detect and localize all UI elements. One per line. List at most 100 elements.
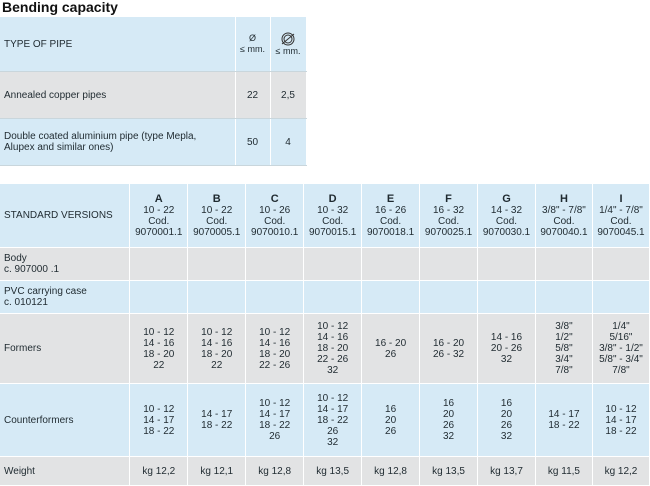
version-cod-label: Cod. [322, 216, 344, 227]
version-code: 9070001.1 [135, 227, 183, 238]
counterformer-size: 20 [500, 409, 513, 420]
pvc-included-dot [592, 280, 650, 314]
version-header-h: H 3/8" - 7/8" Cod. 9070040.1 [534, 184, 593, 248]
counterformer-size: 16 [500, 398, 513, 409]
version-code: 9070040.1 [540, 227, 588, 238]
version-range: 14 - 32 [490, 205, 523, 216]
counterformer-size: 26 [500, 420, 513, 431]
version-code: 9070005.1 [193, 227, 241, 238]
counterformers-cell: 16 20 26 [361, 383, 421, 457]
former-size: 7/8" [612, 365, 630, 376]
formers-cell: 10 - 12 14 - 16 18 - 20 22 - 26 32 [303, 313, 363, 384]
pvc-included-dot [129, 280, 189, 314]
formers-cell: 16 - 20 26 - 32 [419, 313, 479, 384]
version-header-b: B 10 - 22 Cod. 9070005.1 [187, 184, 247, 248]
former-size: 10 - 12 [317, 321, 349, 332]
versions-header-row: STANDARD VERSIONS A 10 - 22 Cod. 9070001.1 B… [0, 184, 650, 248]
former-size: 26 - 32 [432, 348, 465, 360]
pvc-included-dot [361, 280, 421, 314]
former-size: 18 - 20 [143, 348, 175, 360]
page-title: Bending capacity [2, 0, 118, 15]
former-size: 10 - 12 [259, 326, 291, 338]
counterformers-cell: 16 20 26 32 [419, 383, 479, 457]
version-letter: G [502, 193, 511, 205]
counterformer-size: 10 - 12 [317, 392, 349, 404]
version-cod-label: Cod. [264, 216, 286, 227]
capacity-row-copper: Annealed copper pipes 22 2,5 [0, 71, 307, 119]
version-range: 1/4" - 7/8" [599, 205, 643, 216]
former-size: 3/8" [555, 321, 573, 332]
body-included-dot [245, 247, 305, 281]
counterformer-size: 16 [442, 398, 455, 409]
counterformer-size: 14 - 17 [201, 409, 233, 420]
pvc-included-dot [303, 280, 363, 314]
weight-value: kg 13,7 [477, 456, 536, 486]
version-cod-label: Cod. [553, 216, 575, 227]
version-header-c: C 10 - 26 Cod. 9070010.1 [245, 184, 305, 248]
version-letter: H [559, 193, 568, 205]
former-size: 16 - 20 [375, 337, 407, 349]
version-header-f: F 16 - 32 Cod. 9070025.1 [419, 184, 479, 248]
formers-row: Formers 10 - 12 14 - 16 18 - 20 22 10 - 12 14… [0, 313, 650, 384]
version-code: 9070015.1 [308, 227, 357, 238]
counterformer-size: 32 [327, 436, 339, 448]
former-size: 14 - 16 [317, 332, 349, 343]
former-size: 22 [211, 359, 223, 371]
counterformers-label: Counterformers [0, 383, 131, 457]
body-included-dot [419, 247, 479, 281]
weight-value: kg 12,8 [361, 456, 421, 486]
counterformer-size: 20 [442, 409, 455, 420]
counterformer-size: 14 - 17 [548, 409, 580, 420]
max-diameter-value: 50 [235, 118, 271, 166]
capacity-row-aluminium: Double coated aluminium pipe (type Mepla… [0, 118, 307, 166]
pvc-included-dot [245, 280, 305, 314]
version-range: 10 - 26 [259, 205, 291, 216]
former-size: 5/8" [555, 343, 573, 354]
pvc-included-dot [419, 280, 479, 314]
version-range: 3/8" - 7/8" [542, 205, 586, 216]
former-size: 22 [153, 359, 165, 371]
version-code: 9070010.1 [251, 227, 299, 238]
counterformers-cell: 14 - 17 18 - 22 [187, 383, 247, 457]
diameter-unit: ≤ mm. [240, 44, 265, 54]
max-thickness-value: 2,5 [270, 71, 307, 119]
version-cod-label: Cod. [148, 216, 170, 227]
former-size: 22 - 26 [259, 359, 291, 371]
version-letter: B [212, 193, 221, 205]
version-letter: I [619, 193, 623, 205]
former-size: 32 [327, 365, 339, 376]
version-letter: C [270, 193, 279, 205]
version-cod-label: Cod. [610, 216, 632, 227]
version-code: 9070018.1 [366, 227, 415, 238]
standard-versions-table: STANDARD VERSIONS A 10 - 22 Cod. 9070001.1 B… [0, 184, 650, 486]
former-size: 14 - 16 [259, 337, 291, 349]
former-size: 5/16" [609, 332, 633, 343]
pipe-type-label: Annealed copper pipes [0, 71, 236, 119]
formers-cell: 14 - 16 20 - 26 32 [477, 313, 536, 384]
formers-cell: 10 - 12 14 - 16 18 - 20 22 - 26 [245, 313, 305, 384]
diameter-icon: Ø [248, 33, 256, 43]
version-cod-label: Cod. [495, 216, 518, 227]
counterformers-cell: 10 - 12 14 - 17 18 - 22 [592, 383, 650, 457]
former-size: 22 - 26 [317, 354, 349, 365]
former-size: 7/8" [555, 365, 573, 376]
version-header-a: A 10 - 22 Cod. 9070001.1 [129, 184, 189, 248]
formers-cell: 10 - 12 14 - 16 18 - 20 22 [129, 313, 189, 384]
body-included-dot [592, 247, 650, 281]
version-code: 9070025.1 [424, 227, 473, 238]
counterformer-size: 26 [327, 425, 339, 437]
counterformer-size: 10 - 12 [605, 403, 637, 415]
wall-thickness-icon [281, 32, 295, 45]
former-size: 14 - 16 [201, 337, 233, 349]
version-cod-label: Cod. [437, 216, 460, 227]
counterformer-size: 14 - 17 [259, 409, 291, 420]
former-size: 10 - 12 [143, 326, 175, 338]
pvc-included-dot [477, 280, 536, 314]
weight-value: kg 12,2 [129, 456, 189, 486]
counterformer-size: 20 [385, 414, 397, 426]
body-included-dot [477, 247, 536, 281]
version-header-e: E 16 - 26 Cod. 9070018.1 [361, 184, 421, 248]
counterformers-cell: 10 - 12 14 - 17 18 - 22 26 32 [303, 383, 363, 457]
formers-cell: 3/8" 1/2" 5/8" 3/4" 7/8" [535, 313, 593, 384]
body-row: Body c. 907000 .1 [0, 247, 650, 281]
